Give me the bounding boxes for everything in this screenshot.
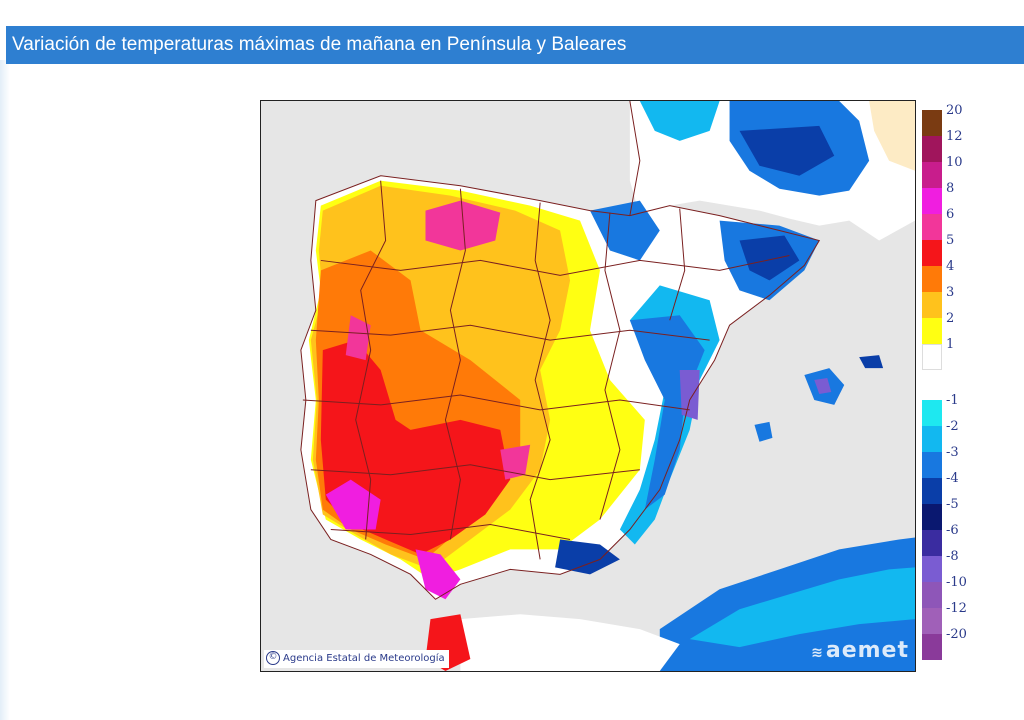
legend-label-positive: 12 — [946, 129, 963, 144]
credit-text: Agencia Estatal de Meteorología — [283, 653, 445, 664]
color-legend: 20 12 10 8 6 5 4 3 2 1 -1 -2 -3 -4 -5 -6 -8 -10 -12 -20 — [922, 104, 1022, 665]
legend-label-negative: -8 — [946, 549, 959, 564]
legend-swatch-positive — [922, 136, 942, 162]
legend-label-positive: 4 — [946, 259, 955, 274]
legend-swatch-negative — [922, 426, 942, 452]
legend-label-positive: 1 — [946, 337, 955, 352]
legend-label-negative: -20 — [946, 627, 967, 642]
page-title: Variación de temperaturas máximas de mañ… — [12, 34, 627, 55]
legend-label-positive: 3 — [946, 285, 955, 300]
legend-swatch-negative — [922, 478, 942, 504]
anomaly-france-cyan — [639, 101, 720, 141]
region-morocco — [460, 614, 680, 671]
legend-swatch-positive — [922, 162, 942, 188]
legend-swatch-positive — [922, 266, 942, 292]
province-borders — [300, 101, 821, 600]
temperature-change-map: © Agencia Estatal de Meteorología ≋aemet — [260, 100, 916, 672]
copyright-icon: © — [266, 651, 280, 665]
legend-swatch-positive — [922, 292, 942, 318]
anomaly-magenta-southwest — [325, 479, 381, 530]
anomaly-pink-south — [500, 444, 531, 480]
legend-label-negative: -3 — [946, 445, 959, 460]
anomaly-blue-valencia — [629, 315, 705, 510]
legend-label-positive: 10 — [946, 155, 963, 170]
legend-label-positive: 6 — [946, 207, 955, 222]
legend-swatch-positive — [922, 110, 942, 136]
legend-swatch-negative — [922, 400, 942, 426]
anomaly-deepblue-catalonia — [739, 235, 800, 281]
legend-swatch-negative — [922, 504, 942, 530]
island-mallorca-core — [814, 378, 832, 394]
anomaly-magenta-cadiz — [415, 549, 461, 600]
legend-label-negative: -12 — [946, 601, 967, 616]
credit-label: © Agencia Estatal de Meteorología — [264, 650, 449, 668]
legend-swatch-negative — [922, 582, 942, 608]
aemet-logo-text: aemet — [825, 638, 909, 663]
anomaly-france-beige — [869, 101, 915, 171]
legend-label-negative: -4 — [946, 471, 959, 486]
title-bar: Variación de temperaturas máximas de mañ… — [6, 26, 1024, 64]
legend-label-negative: -2 — [946, 419, 959, 434]
legend-label-positive: 5 — [946, 233, 955, 248]
legend-swatch-positive — [922, 240, 942, 266]
page-edge-decoration — [0, 60, 10, 720]
legend-label-positive: 20 — [946, 103, 963, 118]
anomaly-pink-west — [345, 315, 371, 361]
legend-label-positive: 8 — [946, 181, 955, 196]
legend-swatch-negative — [922, 452, 942, 478]
anomaly-deepblue-almeria — [555, 539, 620, 575]
legend-label-positive: 2 — [946, 311, 955, 326]
aemet-logo: ≋aemet — [811, 638, 909, 663]
legend-swatch-positive — [922, 318, 942, 344]
island-menorca — [859, 355, 884, 369]
legend-label-negative: -10 — [946, 575, 967, 590]
island-ibiza — [754, 421, 773, 442]
legend-swatch-negative — [922, 530, 942, 556]
region-north-africa-cyan — [689, 567, 915, 648]
legend-swatch-negative — [922, 556, 942, 582]
legend-swatch-negative — [922, 634, 942, 660]
legend-swatch-positive — [922, 188, 942, 214]
legend-label-negative: -6 — [946, 523, 959, 538]
legend-swatch-positive — [922, 214, 942, 240]
legend-label-negative: -5 — [946, 497, 959, 512]
map-svg — [261, 101, 915, 671]
aemet-logo-icon: ≋ — [811, 645, 824, 661]
anomaly-purple-valencia — [679, 370, 700, 420]
legend-swatch-positive — [922, 344, 942, 370]
legend-label-negative: -1 — [946, 393, 959, 408]
anomaly-france-deep — [739, 125, 835, 176]
legend-swatch-negative — [922, 608, 942, 634]
